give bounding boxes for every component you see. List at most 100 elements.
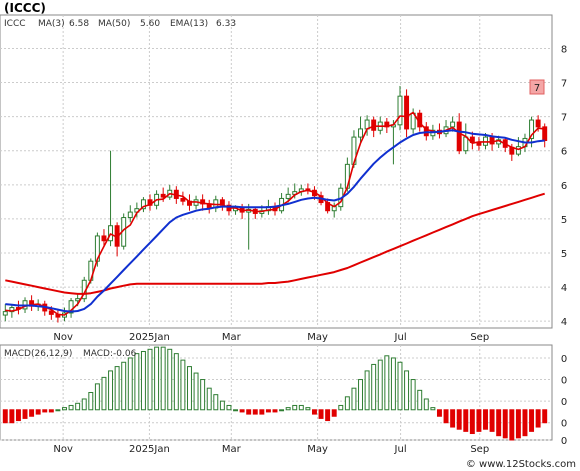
macd-bar-positive — [187, 366, 192, 411]
legend-ticker: ICCC — [4, 19, 26, 29]
legend-ma50-label: MA(50) — [98, 19, 130, 29]
last-price-badge-box — [529, 79, 545, 95]
candle-up — [68, 300, 74, 314]
macd-bar-negative — [252, 409, 258, 415]
macd-tick-label: 0 — [561, 436, 567, 447]
macd-bar-negative — [246, 409, 252, 415]
macd-bar-negative — [496, 409, 502, 437]
macd-bar-positive — [180, 359, 186, 411]
macd-bar-negative — [509, 409, 515, 441]
macd-bar-negative — [22, 409, 28, 419]
macd-bar-negative — [542, 409, 548, 424]
x-tick-label: Nov — [53, 332, 73, 343]
x-tick-label-macd: 2025Jan — [129, 444, 170, 455]
macd-bar-positive — [410, 379, 416, 411]
macd-bar-negative — [259, 409, 265, 415]
candle-down — [542, 126, 548, 142]
macd-tick-label: 0 — [561, 354, 567, 365]
macd-bar-positive — [62, 407, 67, 411]
macd-bar-positive — [213, 394, 219, 411]
macd-bar-negative — [239, 409, 245, 413]
macd-bar-positive — [397, 361, 403, 411]
macd-bar-negative — [469, 409, 475, 435]
legend-ema13-value: 6.33 — [216, 19, 236, 29]
macd-bar-positive — [371, 363, 377, 411]
macd-bars — [2, 346, 548, 441]
y-tick-label: 4 — [561, 317, 567, 328]
macd-bar-positive — [81, 398, 87, 411]
x-tick-label: Mar — [222, 332, 242, 343]
macd-tick-label: 0 — [561, 419, 567, 430]
macd-bar-positive — [101, 376, 107, 411]
macd-bar-positive — [154, 346, 160, 411]
macd-bar-positive — [377, 359, 383, 411]
candle-up — [285, 193, 291, 199]
macd-bar-positive — [338, 404, 344, 411]
candle-down — [160, 193, 166, 198]
macd-tick-label: 0 — [561, 397, 567, 408]
candle-up — [397, 95, 403, 126]
macd-bar-negative — [476, 409, 482, 432]
candle-down — [456, 121, 462, 152]
axis-labels: Nov Nov 2025Jan 2025Jan Mar Mar May May Jul Jul Se… — [53, 44, 567, 455]
macd-bar-positive — [219, 400, 225, 411]
last-price-badge: 7 — [529, 79, 545, 95]
macd-bar-positive — [430, 407, 436, 411]
macd-bar-positive — [364, 370, 370, 411]
macd-bar-negative — [443, 409, 449, 424]
y-tick-label: 5 — [561, 249, 567, 260]
macd-bar-negative — [48, 409, 54, 413]
macd-bar-positive — [134, 353, 140, 411]
macd-bar-positive — [292, 404, 298, 411]
last-price-badge-text: 7 — [534, 83, 540, 94]
macd-bar-negative — [272, 409, 278, 413]
macd-bar-positive — [173, 353, 179, 411]
legend-ma3-label: MA(3) — [38, 19, 65, 29]
candle-down — [423, 126, 429, 137]
candle-down — [101, 235, 107, 242]
macd-bar-positive — [358, 379, 363, 411]
macd-bar-positive — [55, 409, 61, 412]
candle-up — [515, 146, 521, 155]
candle-down — [404, 95, 410, 130]
ma3-line — [5, 111, 545, 316]
candle-down — [489, 136, 495, 145]
candle-down — [180, 197, 186, 202]
macd-bar-negative — [436, 409, 442, 417]
macd-bar-positive — [305, 407, 311, 411]
macd-bar-positive — [404, 370, 410, 411]
macd-params-label: MACD(26,12,9) — [4, 349, 72, 359]
watermark: © www.12Stocks.com — [466, 459, 576, 470]
macd-bar-negative — [515, 409, 521, 439]
macd-bar-negative — [489, 409, 495, 432]
macd-bar-positive — [344, 396, 350, 411]
macd-bar-positive — [147, 348, 153, 411]
macd-bar-negative — [15, 409, 21, 422]
macd-bar-positive — [88, 392, 94, 411]
legend-ema13-label: EMA(13) — [170, 19, 208, 29]
macd-value-label: MACD:-0.06 — [83, 349, 137, 359]
y-tick-label: 4 — [561, 283, 567, 294]
macd-bar-negative — [463, 409, 469, 432]
macd-bar-negative — [456, 409, 462, 430]
macd-bar-positive — [233, 409, 239, 412]
chart-title: (ICCC) — [4, 1, 46, 15]
macd-bar-positive — [94, 383, 100, 411]
x-tick-label-macd: Jul — [394, 444, 407, 455]
candle-down — [535, 119, 541, 128]
macd-bar-negative — [265, 409, 271, 413]
x-tick-label: Sep — [470, 332, 489, 343]
macd-bar-positive — [390, 357, 396, 411]
macd-bar-negative — [522, 409, 528, 437]
candle-up — [358, 128, 363, 138]
macd-bar-positive — [279, 409, 285, 412]
candle-up — [529, 119, 535, 139]
macd-bar-negative — [325, 409, 331, 422]
x-tick-label-macd: Mar — [222, 444, 242, 455]
macd-bar-negative — [2, 409, 8, 424]
macd-bar-negative — [535, 409, 541, 428]
grid-lines — [0, 15, 552, 441]
macd-bar-negative — [502, 409, 508, 439]
candle-up — [2, 311, 8, 316]
